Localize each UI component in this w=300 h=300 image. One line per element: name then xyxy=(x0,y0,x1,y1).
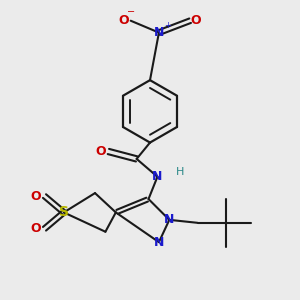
Text: H: H xyxy=(176,167,184,177)
Text: S: S xyxy=(59,206,69,219)
Text: O: O xyxy=(30,190,41,202)
Text: −: − xyxy=(127,7,135,17)
Text: O: O xyxy=(191,14,201,27)
Text: N: N xyxy=(154,236,164,249)
Text: N: N xyxy=(164,213,175,226)
Text: N: N xyxy=(154,26,164,39)
Text: O: O xyxy=(30,222,41,235)
Text: O: O xyxy=(118,14,129,27)
Text: N: N xyxy=(152,170,163,183)
Text: +: + xyxy=(164,21,171,30)
Text: O: O xyxy=(96,145,106,158)
